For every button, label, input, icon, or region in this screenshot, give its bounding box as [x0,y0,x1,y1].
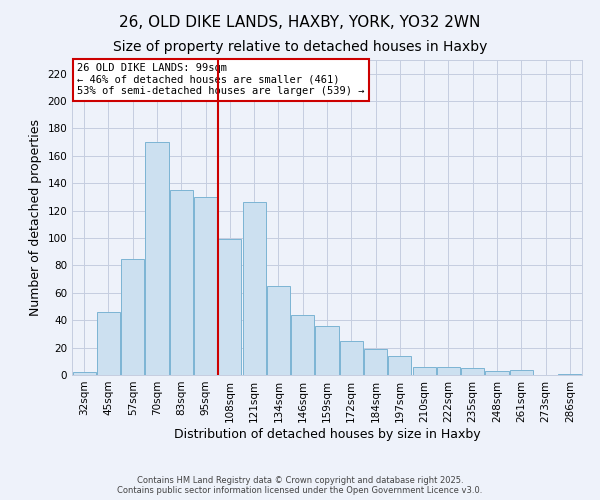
Text: 26 OLD DIKE LANDS: 99sqm
← 46% of detached houses are smaller (461)
53% of semi-: 26 OLD DIKE LANDS: 99sqm ← 46% of detach… [77,63,365,96]
Bar [559,374,581,375]
Bar [510,370,533,375]
Bar [437,367,460,375]
Text: 26, OLD DIKE LANDS, HAXBY, YORK, YO32 2WN: 26, OLD DIKE LANDS, HAXBY, YORK, YO32 2W… [119,15,481,30]
Text: Size of property relative to detached houses in Haxby: Size of property relative to detached ho… [113,40,487,54]
Bar [121,258,144,375]
Bar [461,368,484,375]
Text: Contains HM Land Registry data © Crown copyright and database right 2025.
Contai: Contains HM Land Registry data © Crown c… [118,476,482,495]
Bar [485,371,509,375]
Bar [340,341,363,375]
Y-axis label: Number of detached properties: Number of detached properties [29,119,42,316]
Bar [413,367,436,375]
Bar [291,314,314,375]
Bar [316,326,338,375]
Bar [267,286,290,375]
Bar [145,142,169,375]
Bar [73,372,95,375]
Bar [364,349,387,375]
Bar [218,240,241,375]
X-axis label: Distribution of detached houses by size in Haxby: Distribution of detached houses by size … [173,428,481,440]
Bar [97,312,120,375]
Bar [194,197,217,375]
Bar [388,356,412,375]
Bar [242,202,266,375]
Bar [170,190,193,375]
